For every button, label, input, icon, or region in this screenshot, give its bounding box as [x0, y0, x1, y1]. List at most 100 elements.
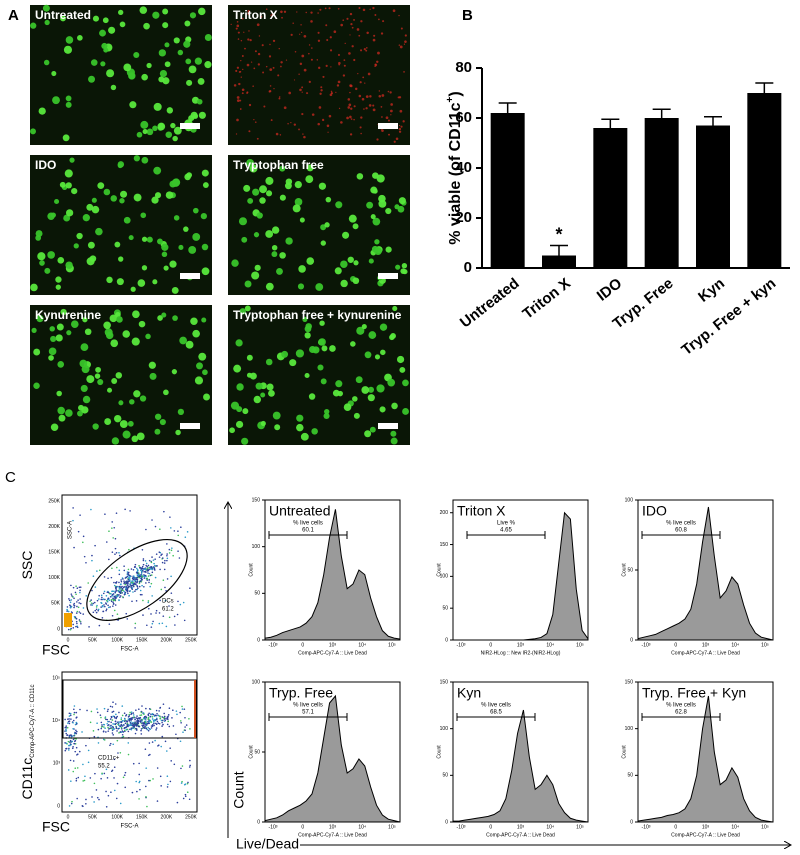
cell: [139, 6, 148, 14]
event: [114, 547, 117, 550]
event: [132, 714, 135, 716]
event: [124, 585, 126, 588]
event: [148, 779, 150, 782]
cell: [86, 257, 95, 266]
event: [134, 565, 136, 568]
cell: [63, 45, 73, 54]
event: [179, 720, 182, 722]
x-axis-title: Comp-APC-Cy7-A :: Live Dead: [298, 832, 367, 838]
event: [100, 726, 103, 728]
cell: [361, 324, 367, 330]
y-tick-label: 40: [455, 159, 472, 176]
cell: [268, 90, 271, 93]
cell: [310, 20, 313, 23]
cell: [335, 91, 337, 94]
event: [141, 705, 143, 707]
event: [96, 796, 99, 799]
event: [108, 599, 111, 602]
event: [170, 575, 172, 578]
event: [73, 602, 76, 605]
scatter-plot: [61, 494, 198, 636]
cell: [171, 369, 178, 375]
cell: [65, 409, 73, 417]
cell: [56, 323, 64, 331]
event: [141, 593, 143, 596]
cell: [285, 178, 293, 185]
cell: [329, 93, 333, 97]
cell: [119, 420, 128, 429]
event: [172, 725, 175, 727]
cell: [55, 334, 63, 342]
event: [75, 729, 77, 732]
event: [115, 797, 118, 800]
cell: [311, 47, 313, 49]
event: [72, 745, 74, 748]
event: [117, 752, 119, 754]
cell: [320, 378, 327, 385]
cell: [244, 47, 246, 50]
gate-value: 57.1: [302, 710, 314, 716]
event: [101, 596, 103, 599]
cell: [377, 51, 380, 55]
scale-bar: [180, 123, 200, 129]
cell: [65, 101, 72, 108]
event: [105, 541, 108, 543]
cell: [257, 52, 261, 56]
gate-value: 62.8: [675, 710, 687, 716]
event: [136, 722, 139, 725]
event: [105, 790, 107, 793]
x-tick-label: 150K: [136, 637, 148, 643]
cell: [337, 7, 340, 10]
event: [142, 559, 145, 562]
cell: [323, 412, 330, 420]
event: [147, 601, 150, 604]
event: [120, 717, 123, 719]
event: [146, 578, 148, 580]
event: [137, 587, 139, 590]
cell: [362, 8, 366, 12]
x-tick-label: 10³: [702, 824, 710, 830]
event: [119, 595, 122, 597]
event: [101, 616, 104, 619]
event: [123, 726, 126, 729]
event: [147, 729, 150, 732]
cell: [104, 418, 112, 426]
y-tick-label: 50: [442, 606, 448, 612]
event: [67, 610, 70, 613]
cell: [111, 437, 120, 445]
event: [105, 609, 107, 612]
event: [71, 735, 74, 737]
cell: [318, 66, 321, 70]
cell: [317, 122, 320, 126]
event: [159, 599, 161, 602]
event: [137, 572, 140, 575]
event: [132, 585, 135, 588]
event: [105, 768, 108, 771]
cell: [318, 338, 326, 346]
cell: [201, 267, 210, 276]
event: [144, 721, 147, 724]
y-label-part: +: [445, 96, 456, 102]
event: [130, 727, 133, 730]
cell: [110, 195, 118, 202]
event: [91, 796, 93, 798]
cell: [367, 394, 375, 402]
event: [165, 625, 168, 628]
cell: [113, 414, 122, 423]
cell: [400, 27, 403, 30]
event: [74, 767, 77, 770]
cell: [279, 252, 286, 259]
cell: [380, 349, 386, 356]
cell: [252, 188, 260, 196]
cell: [399, 45, 403, 49]
event: [118, 585, 121, 588]
event: [118, 587, 120, 589]
event: [170, 549, 173, 552]
event: [65, 742, 68, 745]
event: [127, 568, 130, 571]
cell: [398, 124, 401, 127]
gate-name: Live %: [497, 521, 516, 527]
histogram-title: Kyn: [457, 685, 481, 701]
cell: [266, 383, 274, 391]
event: [175, 733, 177, 736]
